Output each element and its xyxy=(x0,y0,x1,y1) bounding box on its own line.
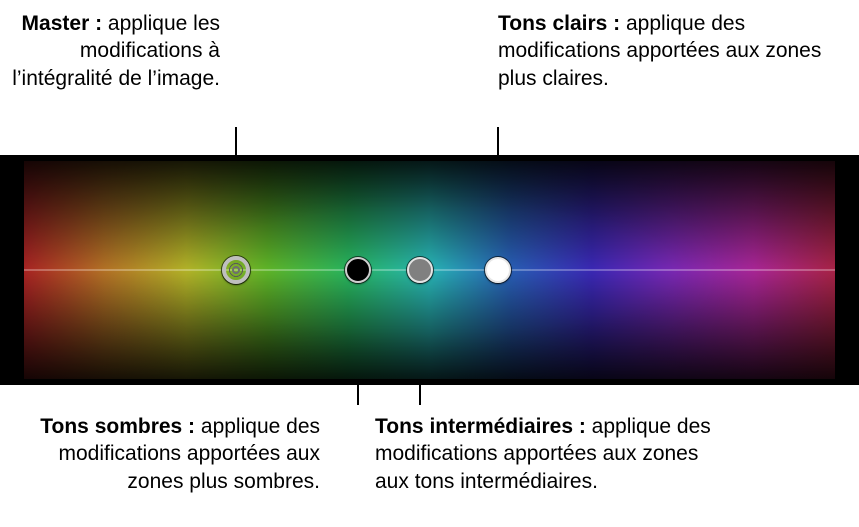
midtones-node[interactable] xyxy=(407,257,433,283)
shadows-callout: Tons sombres : applique des modification… xyxy=(0,413,320,495)
highlights-callout-title: Tons clairs : xyxy=(498,12,620,35)
master-node[interactable] xyxy=(222,256,250,284)
master-callout: Master : applique les modifications à l’… xyxy=(0,10,220,92)
shadows-node[interactable] xyxy=(345,257,371,283)
panel-inner xyxy=(24,161,835,379)
color-curves-panel xyxy=(0,155,859,385)
master-callout-title: Master : xyxy=(22,12,103,35)
highlights-callout: Tons clairs : applique des modifications… xyxy=(498,10,838,92)
shadows-callout-title: Tons sombres : xyxy=(40,415,195,438)
midtones-callout-title: Tons intermédiaires : xyxy=(375,415,586,438)
midtones-callout: Tons intermédiaires : applique des modif… xyxy=(375,413,735,495)
highlights-node[interactable] xyxy=(485,257,511,283)
